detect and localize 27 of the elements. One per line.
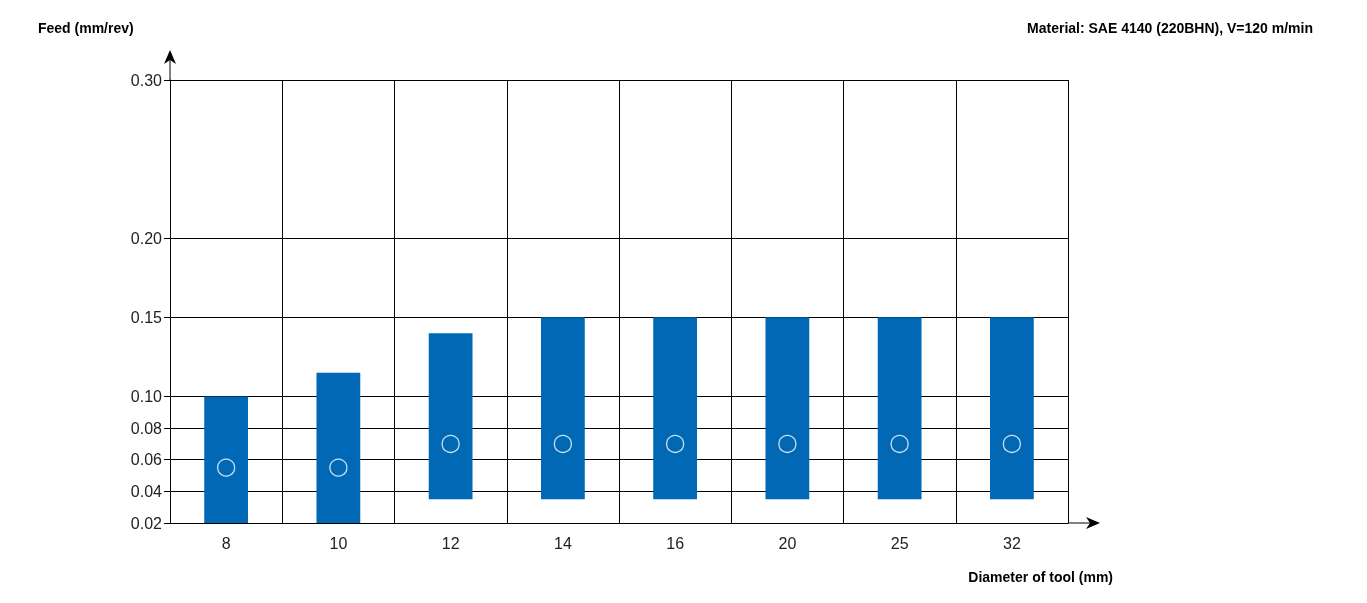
bar — [316, 372, 361, 523]
x-tick-label: 25 — [890, 534, 909, 552]
bar — [765, 317, 810, 500]
y-tick-label: 0.10 — [130, 387, 163, 405]
bar — [204, 396, 249, 523]
y-tick-label: 0.15 — [130, 308, 163, 326]
x-axis-title: Diameter of tool (mm) — [968, 569, 1114, 585]
y-axis-title: Feed (mm/rev) — [38, 20, 134, 36]
x-tick-label: 20 — [778, 534, 797, 552]
x-tick-label: 8 — [221, 534, 231, 552]
y-tick-label: 0.06 — [130, 451, 163, 469]
x-tick-label: 12 — [441, 534, 460, 552]
bar — [989, 317, 1034, 500]
y-tick-label: 0.02 — [130, 514, 163, 532]
bar — [428, 333, 473, 500]
y-tick-label: 0.04 — [130, 482, 163, 500]
x-tick-label: 32 — [1002, 534, 1021, 552]
x-tick-label: 16 — [666, 534, 685, 552]
text: Material: SAE 4140 (220BHN), V=120 m/min — [1027, 20, 1314, 36]
bar — [653, 317, 698, 500]
bar — [540, 317, 585, 500]
bar — [877, 317, 922, 500]
x-tick-label: 14 — [553, 534, 572, 552]
y-tick-label: 0.08 — [130, 419, 163, 437]
x-tick-label: 10 — [329, 534, 348, 552]
y-tick-label: 0.30 — [130, 71, 163, 89]
y-tick-label: 0.20 — [130, 229, 163, 247]
